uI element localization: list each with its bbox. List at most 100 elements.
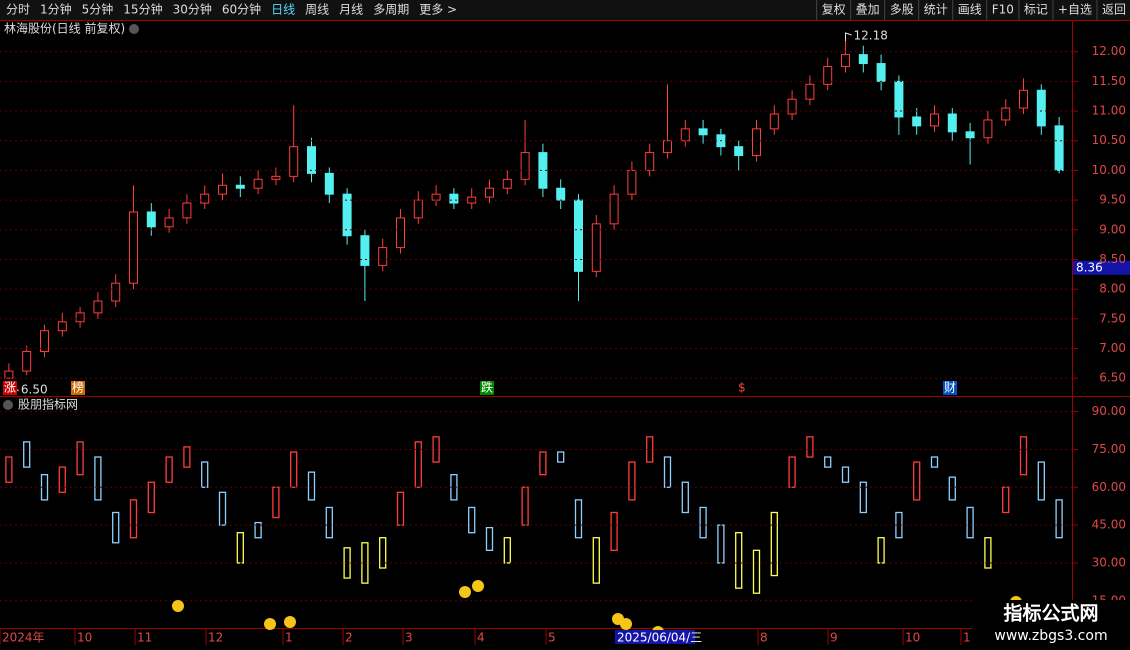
toolbar-button[interactable]: F10 xyxy=(992,3,1014,17)
indicator-bar xyxy=(23,441,31,468)
indicator-bar xyxy=(539,451,547,476)
emoji-icon xyxy=(284,616,296,628)
tab[interactable]: 日线 xyxy=(271,3,295,17)
toolbar-button[interactable]: 标记 xyxy=(1024,3,1048,17)
candle-body xyxy=(823,66,833,85)
candle-body xyxy=(787,98,797,115)
indicator-title: 股朋指标网 xyxy=(18,397,78,412)
candle-body xyxy=(698,128,708,136)
indicator-bar xyxy=(574,499,583,539)
event-marker[interactable]: 财 xyxy=(944,381,956,395)
indicator-bar xyxy=(468,506,476,534)
indicator-bar xyxy=(236,532,244,564)
indicator-bar xyxy=(717,524,725,564)
candle-body xyxy=(271,175,281,180)
candle-body xyxy=(663,140,672,154)
toolbar-button[interactable]: +自选 xyxy=(1058,3,1092,17)
candle-body xyxy=(912,116,922,127)
indicator-bar xyxy=(201,461,209,488)
tab[interactable]: 分时 xyxy=(6,3,30,17)
cursor-price: 8.36 xyxy=(1076,260,1103,274)
watermark-url: www.zbgs3.com xyxy=(994,628,1107,644)
candle-body xyxy=(129,211,138,284)
candle-body xyxy=(805,83,815,100)
date-label: 12 xyxy=(208,631,223,645)
indicator-bar xyxy=(806,436,814,458)
tab[interactable]: 周线 xyxy=(305,3,329,17)
candle-body xyxy=(627,169,637,195)
y-tick-label: 7.00 xyxy=(1099,341,1126,355)
indicator-bar xyxy=(254,521,262,539)
event-marker[interactable]: 跌 xyxy=(481,380,493,395)
toolbar-button[interactable]: 返回 xyxy=(1102,3,1126,17)
date-label: 9 xyxy=(830,631,838,645)
tab[interactable]: 30分钟 xyxy=(173,2,212,17)
candle-body xyxy=(182,202,192,219)
watermark-title: 指标公式网 xyxy=(1003,602,1098,625)
candle-body xyxy=(413,199,423,219)
indicator-bar xyxy=(752,549,761,594)
candle-body xyxy=(253,178,263,189)
toolbar-button[interactable]: 统计 xyxy=(924,3,948,17)
candle-body xyxy=(218,184,227,195)
indicator-bar xyxy=(1055,499,1063,539)
toolbar-button[interactable]: 复权 xyxy=(822,3,846,17)
indicator-bar xyxy=(930,456,939,468)
toolbar-button[interactable]: 叠加 xyxy=(856,3,880,17)
candle-body xyxy=(680,128,690,142)
candle-body xyxy=(235,184,245,189)
indicator-bar xyxy=(521,486,529,526)
candle-body xyxy=(983,119,993,139)
indicator-bar xyxy=(557,451,565,463)
event-marker[interactable]: $ xyxy=(738,381,746,395)
dropdown-icon[interactable] xyxy=(3,400,13,410)
y-tick-label: 75.00 xyxy=(1092,442,1126,456)
indicator-bar xyxy=(824,456,832,468)
tab[interactable]: 60分钟 xyxy=(222,2,261,17)
candle-body xyxy=(858,54,868,65)
indicator-bar xyxy=(1019,436,1028,476)
indicator-bar xyxy=(699,506,707,539)
candle-body xyxy=(574,199,583,272)
candle-body xyxy=(342,193,352,237)
candle-body xyxy=(164,217,174,228)
date-label: 11 xyxy=(137,631,152,645)
toolbar-bg xyxy=(0,0,1130,20)
emoji-icon xyxy=(472,580,484,592)
candle-body xyxy=(146,211,156,228)
indicator-bar xyxy=(913,461,921,501)
candle-body xyxy=(645,152,655,171)
indicator-bar xyxy=(165,456,173,483)
indicator-bar xyxy=(183,446,191,468)
indicator-bar xyxy=(112,511,120,544)
tab[interactable]: 月线 xyxy=(339,3,363,17)
candle-body xyxy=(22,350,32,372)
event-marker[interactable]: 涨 xyxy=(4,380,16,395)
y-tick-label: 6.50 xyxy=(1099,371,1126,385)
toolbar-button[interactable]: 画线 xyxy=(958,3,982,17)
indicator-bar xyxy=(147,481,155,514)
date-label: 10 xyxy=(77,631,92,645)
dropdown-icon[interactable] xyxy=(129,24,139,34)
tab[interactable]: 1分钟 xyxy=(40,2,72,17)
watermark-bg xyxy=(972,600,1130,650)
candle-body xyxy=(556,187,566,201)
candle-body xyxy=(894,80,904,118)
event-marker-bg xyxy=(480,381,494,395)
event-marker[interactable]: 榜 xyxy=(72,380,84,395)
candle-body xyxy=(734,146,744,157)
candle-body xyxy=(591,223,601,272)
candle-body xyxy=(947,113,957,133)
indicator-bar xyxy=(735,532,743,589)
indicator-bar xyxy=(592,537,600,584)
tab[interactable]: 多周期 xyxy=(373,3,409,17)
tab[interactable]: 5分钟 xyxy=(82,2,114,17)
toolbar-button[interactable]: 多股 xyxy=(890,3,914,17)
tab[interactable]: 更多 > xyxy=(419,3,457,17)
event-marker-bg xyxy=(71,381,85,395)
tab[interactable]: 15分钟 xyxy=(123,2,162,17)
indicator-bar xyxy=(485,526,494,551)
date-label: 1 xyxy=(963,631,971,645)
event-marker-bg xyxy=(943,381,957,395)
